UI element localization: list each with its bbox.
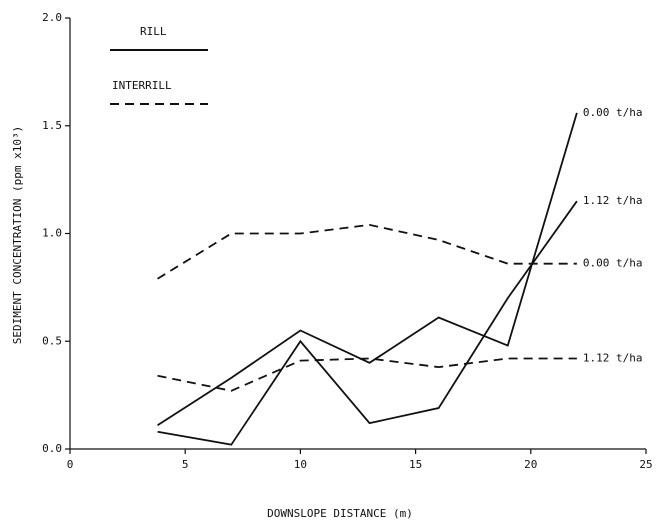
legend-label: INTERRILL	[112, 79, 172, 92]
x-tick-label: 0	[67, 458, 74, 471]
series-label: 0.00 t/ha	[583, 106, 643, 119]
x-axis-label: DOWNSLOPE DISTANCE (m)	[267, 507, 413, 520]
series-line	[157, 223, 577, 280]
legend-label: RILL	[140, 25, 167, 38]
y-tick-label: 1.5	[42, 119, 62, 132]
series-label: 1.12 t/ha	[583, 194, 643, 207]
x-tick-label: 25	[639, 458, 652, 471]
series-line	[157, 200, 578, 446]
x-tick-label: 5	[182, 458, 189, 471]
series-line	[157, 357, 577, 392]
x-tick-label: 10	[294, 458, 307, 471]
series-label: 0.00 t/ha	[583, 257, 643, 270]
series-line	[157, 112, 578, 427]
series-label: 1.12 t/ha	[583, 351, 643, 364]
y-tick-label: 0.0	[42, 442, 62, 455]
y-axis-label: SEDIMENT CONCENTRATION (ppm x10³)	[11, 126, 24, 345]
x-tick-label: 15	[409, 458, 422, 471]
x-tick-label: 20	[524, 458, 537, 471]
y-tick-label: 1.0	[42, 227, 62, 240]
y-tick-label: 0.5	[42, 334, 62, 347]
y-tick-label: 2.0	[42, 11, 62, 24]
